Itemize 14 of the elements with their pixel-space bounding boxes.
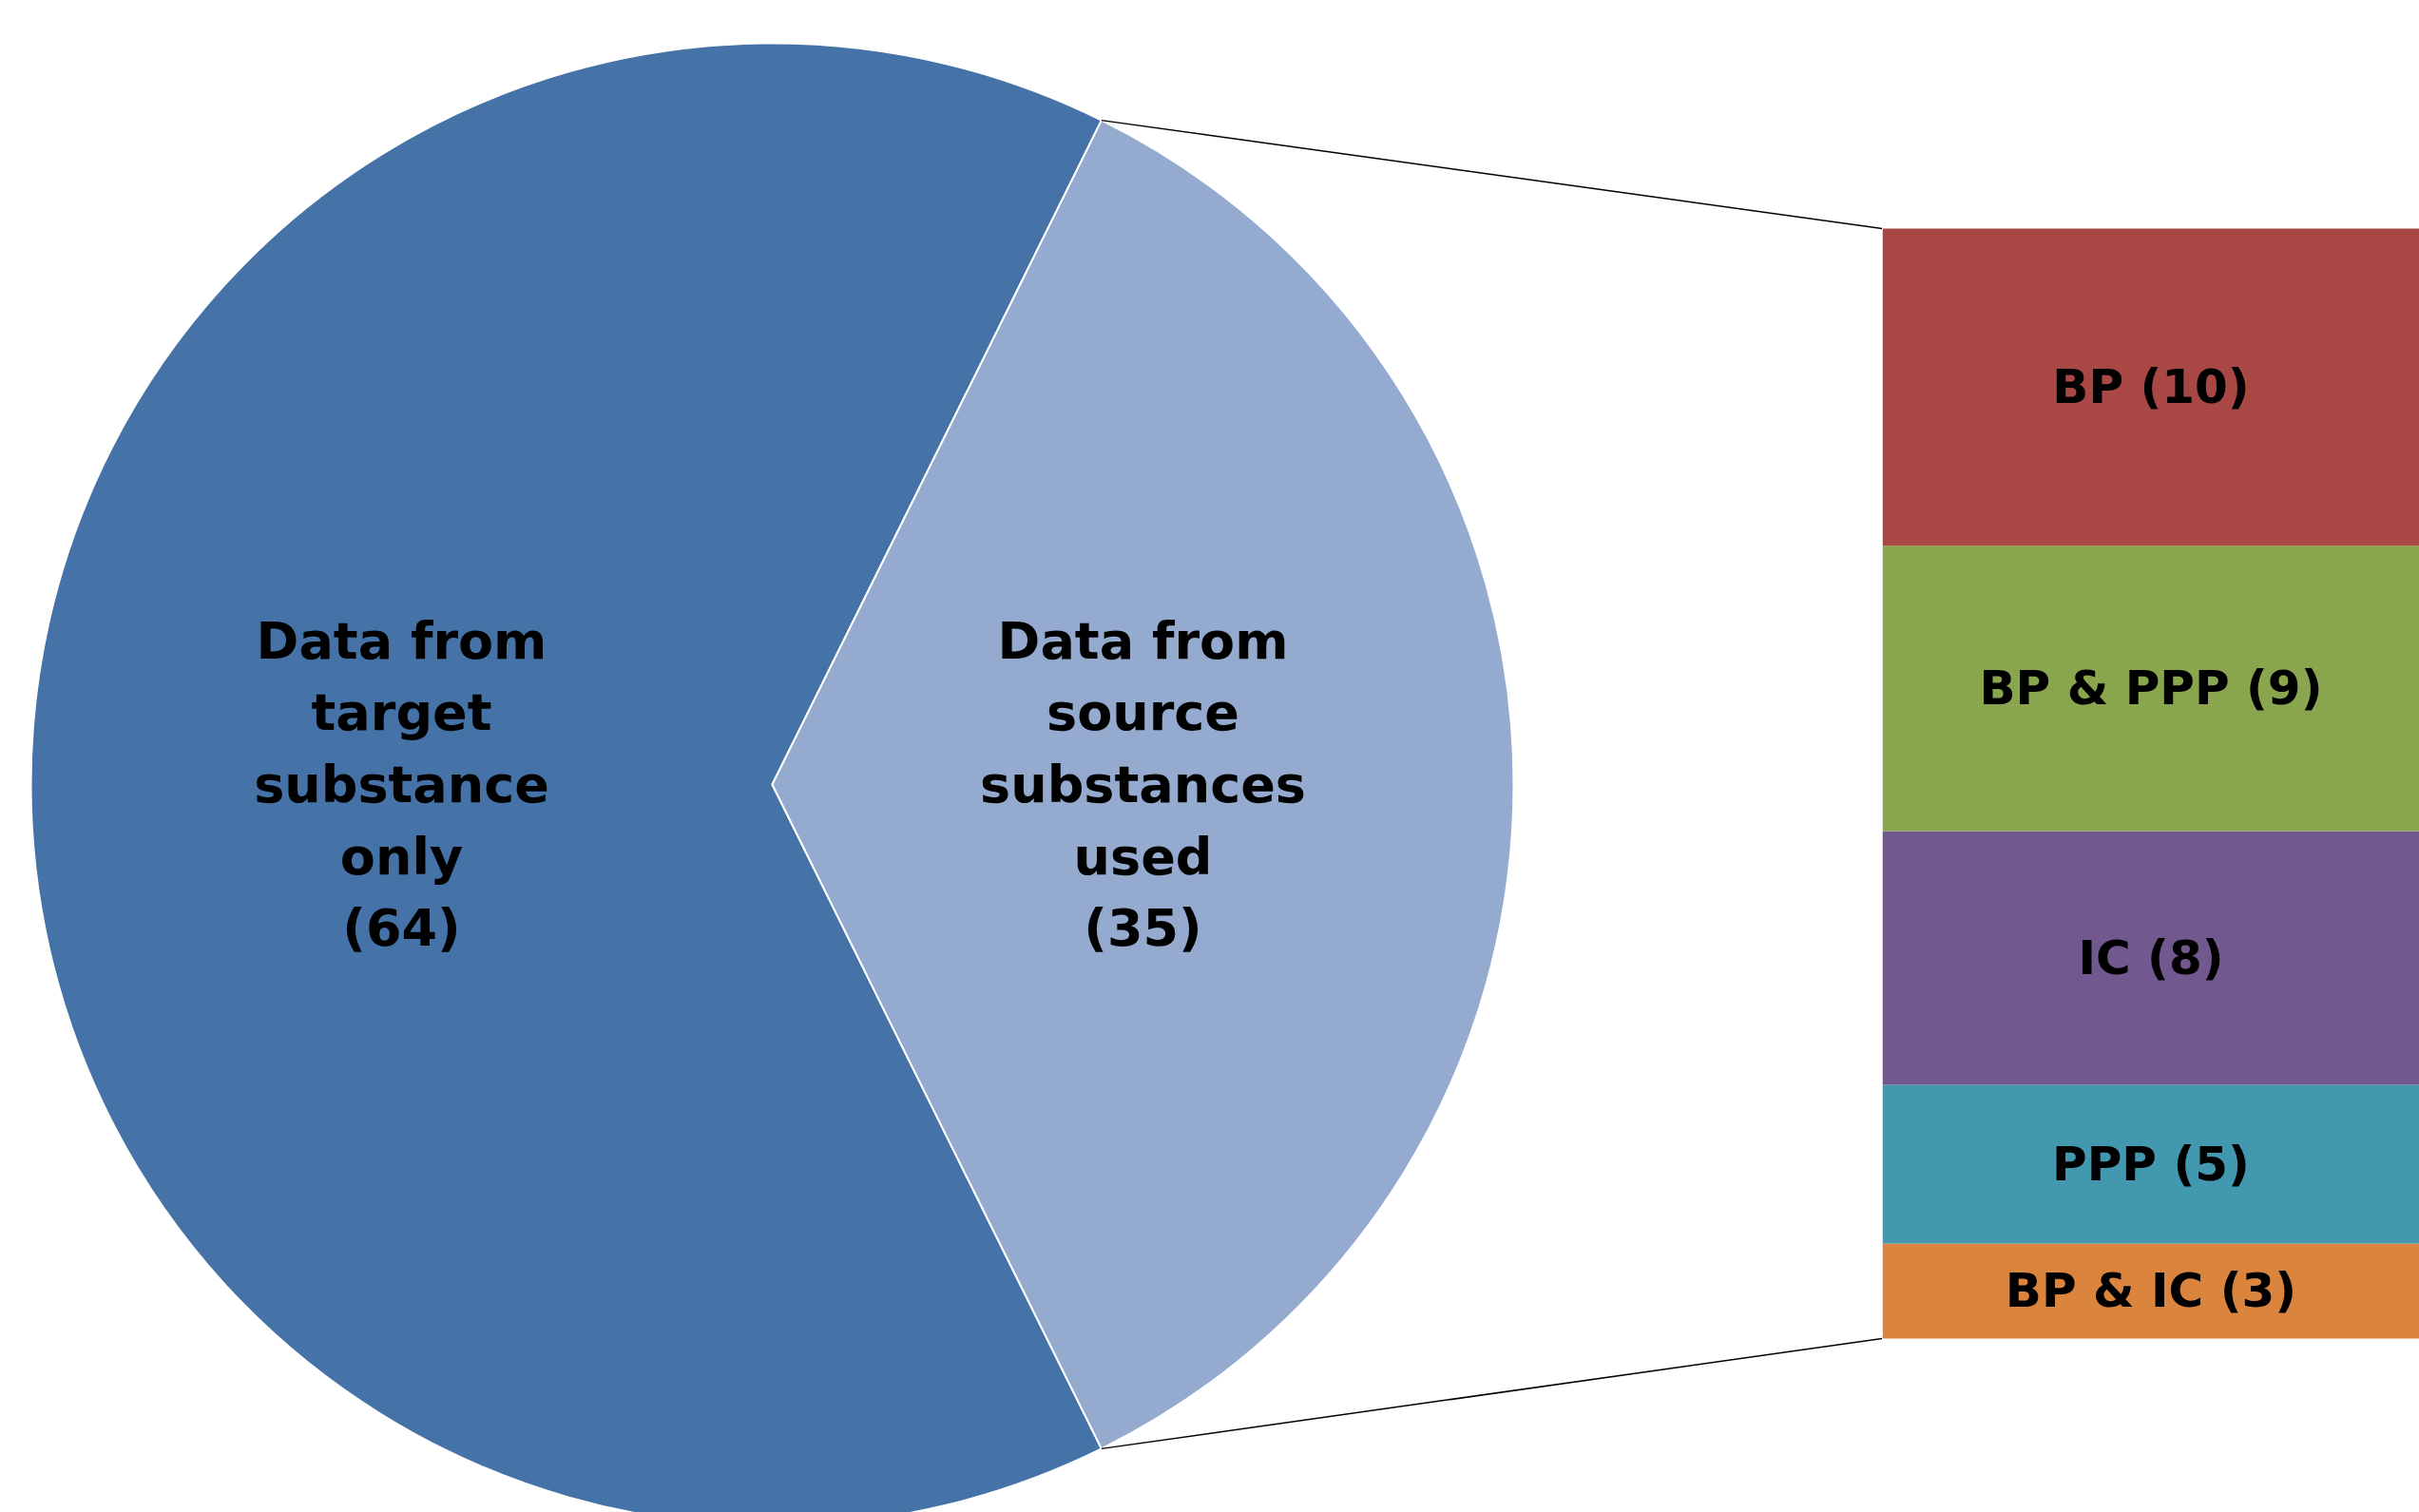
data-label: (64) bbox=[342, 898, 461, 959]
bar bbox=[1882, 228, 2419, 546]
data-label: (35) bbox=[1084, 898, 1202, 959]
bar bbox=[1882, 1243, 2419, 1339]
bar bbox=[1882, 1084, 2419, 1244]
data-label: BP & PPP (9) bbox=[1979, 660, 2323, 717]
data-label: BP (10) bbox=[2052, 359, 2250, 415]
slice-label: Data from source substances used bbox=[980, 610, 1306, 887]
bar bbox=[1882, 545, 2419, 832]
data-label: PPP (5) bbox=[2052, 1136, 2250, 1192]
data-label: IC (8) bbox=[2078, 930, 2224, 986]
data-label: BP & IC (3) bbox=[2005, 1263, 2297, 1319]
slice-label: Data from target substance only bbox=[254, 610, 549, 887]
bar bbox=[1882, 831, 2419, 1085]
